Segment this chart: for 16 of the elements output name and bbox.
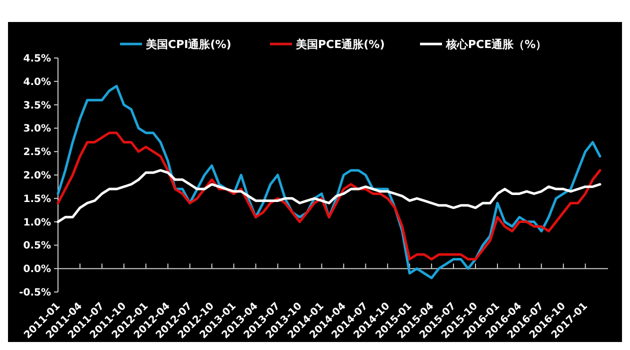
y-tick-label: 3.0%: [23, 124, 51, 135]
y-tick-label: 2.0%: [23, 170, 51, 182]
y-tick-label: 4.5%: [23, 54, 51, 64]
line-series: [56, 169, 602, 224]
y-tick-label: 1.5%: [23, 194, 51, 205]
y-tick-label: 1.0%: [23, 217, 51, 228]
y-tick-label: 2.5%: [23, 147, 51, 158]
legend-label: 美国CPI通胀(%): [145, 38, 232, 51]
y-tick-label: 3.5%: [23, 100, 51, 112]
line-series: [56, 132, 602, 260]
y-tick-label: -0.5%: [19, 288, 51, 298]
y-tick-label: 0.5%: [23, 240, 51, 252]
legend-label: 核心PCE通胀（%）: [445, 38, 547, 51]
y-tick-label: 4.0%: [23, 76, 51, 88]
y-tick-label: 0.0%: [23, 264, 51, 276]
legend-label: 美国PCE通胀(%): [295, 38, 385, 51]
